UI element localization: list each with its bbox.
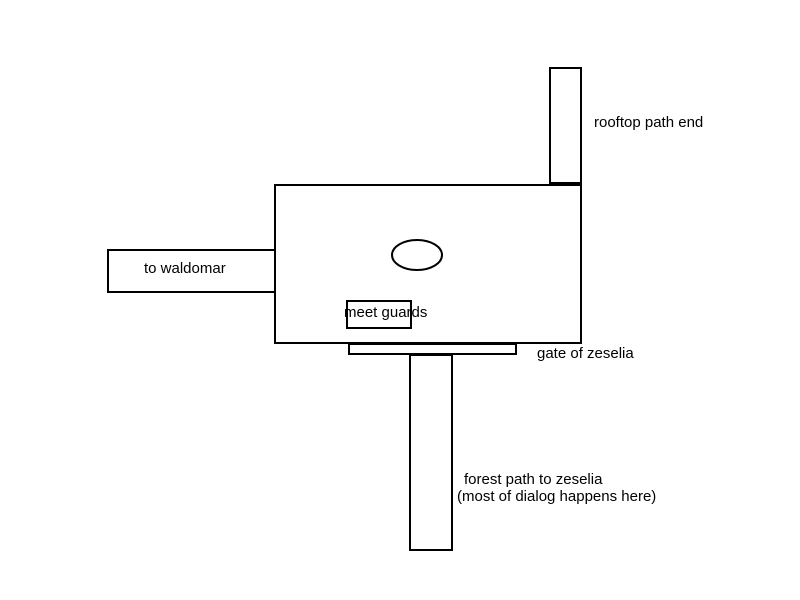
meet-guards-label: meet guards <box>344 304 427 321</box>
forest-path-note: (most of dialog happens here) <box>457 488 656 505</box>
waldomar-label: to waldomar <box>144 260 226 277</box>
forest-path-label: forest path to zeselia <box>464 471 603 488</box>
rooftop-path <box>549 67 582 184</box>
fountain-ellipse <box>391 239 443 271</box>
gate-label: gate of zeselia <box>537 345 634 362</box>
waldomar-path <box>107 249 276 293</box>
forest-path <box>409 354 453 551</box>
gate-bar <box>348 343 517 355</box>
rooftop-path-label: rooftop path end <box>594 114 703 131</box>
meet-guards-box <box>346 300 412 329</box>
